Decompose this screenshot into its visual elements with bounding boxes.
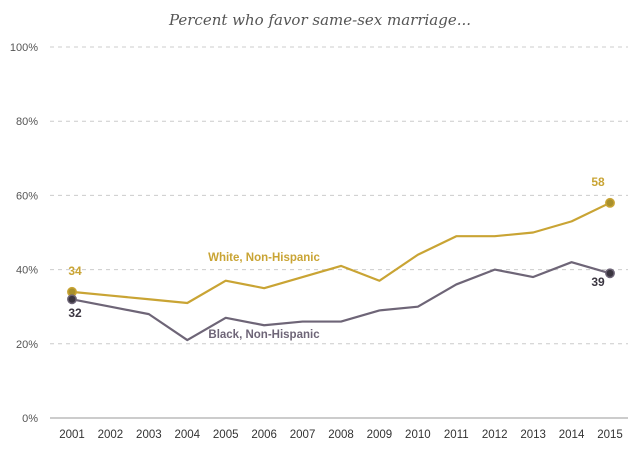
y-tick-label: 60% (16, 190, 38, 202)
x-tick-label: 2010 (405, 429, 431, 441)
series-label-white: White, Non-Hispanic (208, 252, 320, 264)
series-lines (71, 201, 611, 342)
data-label-black-end: 39 (591, 275, 605, 289)
data-label-white-start: 34 (68, 264, 82, 278)
x-tick-label: 2009 (367, 429, 393, 441)
gridlines (50, 46, 628, 419)
y-tick-label: 0% (22, 413, 38, 425)
x-tick-label: 2006 (251, 429, 277, 441)
series-line-black (71, 261, 611, 342)
series-points (67, 197, 615, 341)
x-tick-label: 2013 (520, 429, 546, 441)
data-point-black-2015 (605, 268, 615, 279)
y-axis-tick-labels: 0% 20% 40% 60% 80% 100% (10, 42, 38, 425)
x-tick-label: 2011 (444, 429, 469, 441)
series-line-white (71, 201, 611, 305)
x-tick-label: 2014 (559, 429, 585, 441)
x-tick-label: 2004 (174, 429, 200, 441)
x-tick-label: 2003 (136, 429, 162, 441)
x-tick-label: 2012 (482, 429, 508, 441)
x-tick-label: 2015 (597, 429, 623, 441)
y-tick-label: 100% (10, 42, 38, 54)
series-label-black: Black, Non-Hispanic (208, 329, 320, 341)
x-tick-label: 2007 (290, 429, 316, 441)
data-point-white-2015 (605, 197, 615, 208)
x-tick-label: 2001 (59, 429, 85, 441)
chart-title: Percent who favor same-sex marriage... (168, 11, 471, 29)
y-tick-label: 40% (16, 265, 38, 277)
x-axis-tick-labels: 2001 2002 2003 2004 2005 2006 2007 2008 2009 2010… (59, 429, 623, 441)
y-tick-label: 80% (16, 116, 38, 128)
x-tick-label: 2008 (328, 429, 354, 441)
y-tick-label: 20% (16, 339, 38, 351)
data-point-black-2001 (67, 294, 77, 305)
data-label-black-start: 32 (68, 306, 82, 320)
x-tick-label: 2002 (98, 429, 124, 441)
data-label-white-end: 58 (591, 175, 605, 189)
x-tick-label: 2005 (213, 429, 239, 441)
